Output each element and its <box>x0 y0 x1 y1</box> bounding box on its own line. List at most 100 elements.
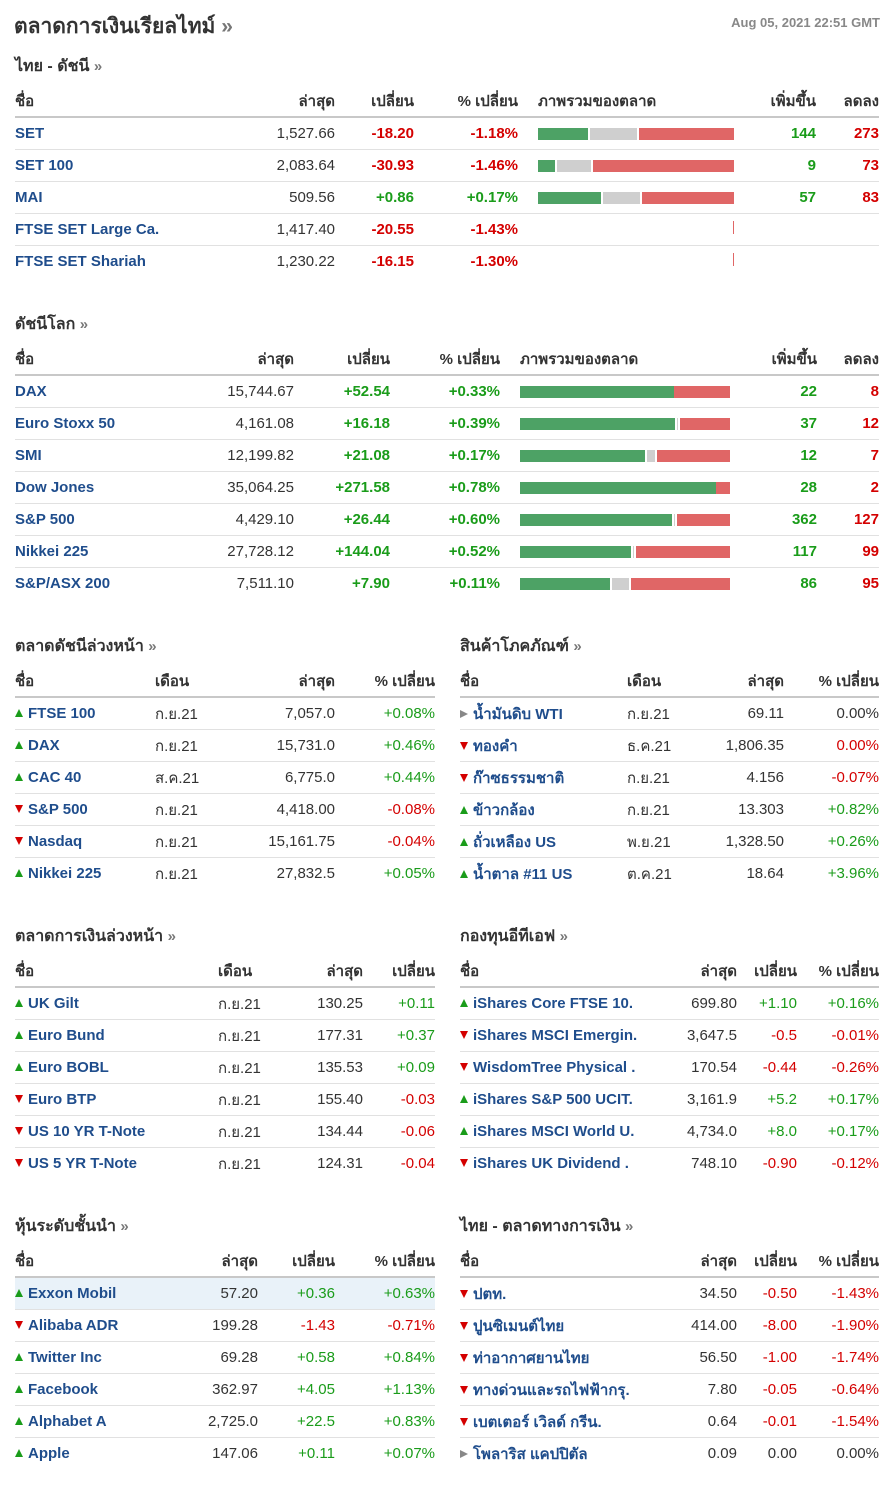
index-name-link[interactable]: S&P/ASX 200 <box>15 575 111 592</box>
instrument-name[interactable]: FTSE 100 <box>28 705 96 722</box>
col-name[interactable]: ชื่อ <box>460 956 655 988</box>
instrument-name[interactable]: ปูนซิเมนต์ไทย <box>473 1317 565 1335</box>
instrument-name[interactable]: Twitter Inc <box>28 1349 102 1366</box>
table-row[interactable]: iShares Core FTSE 10. 699.80 +1.10 +0.16% <box>460 987 879 1020</box>
instrument-name-link[interactable]: ท่าอากาศยานไทย <box>460 1341 655 1374</box>
page-title[interactable]: ตลาดการเงินเรียลไทม์ » <box>14 10 233 43</box>
index-name-link[interactable]: Dow Jones <box>15 471 160 504</box>
instrument-name-link[interactable]: WisdomTree Physical . <box>460 1051 655 1084</box>
col-change[interactable]: เปลี่ยน <box>294 344 390 376</box>
table-row[interactable]: Nikkei 225 27,728.12 +144.04 +0.52% 117 99 <box>15 535 879 568</box>
more-arrow-icon[interactable]: » <box>93 58 103 75</box>
instrument-name-link[interactable]: ทองคำ <box>460 729 627 762</box>
table-row[interactable]: ปูนซิเมนต์ไทย 414.00 -8.00 -1.90% <box>460 1309 879 1342</box>
instrument-name-link[interactable]: iShares MSCI Emergin. <box>460 1019 655 1052</box>
instrument-name-link[interactable]: ปูนซิเมนต์ไทย <box>460 1309 655 1342</box>
instrument-name-link[interactable]: DAX <box>15 729 155 762</box>
instrument-name-link[interactable]: US 5 YR T-Note <box>15 1148 218 1180</box>
table-row[interactable]: Euro BOBL ก.ย.21 135.53 +0.09 <box>15 1051 435 1084</box>
table-row[interactable]: CAC 40 ส.ค.21 6,775.0 +0.44% <box>15 761 435 794</box>
instrument-name-link[interactable]: Alphabet A <box>15 1405 170 1438</box>
table-row[interactable]: Nikkei 225 ก.ย.21 27,832.5 +0.05% <box>15 858 435 890</box>
col-change[interactable]: เปลี่ยน <box>335 86 414 118</box>
table-row[interactable]: Euro Bund ก.ย.21 177.31 +0.37 <box>15 1019 435 1052</box>
col-last[interactable]: ล่าสุด <box>235 666 335 698</box>
index-name-link[interactable]: SMI <box>15 439 160 472</box>
index-name-link[interactable]: FTSE SET Large Ca. <box>15 213 190 246</box>
more-arrow-icon[interactable]: » <box>625 1218 634 1235</box>
table-row[interactable]: SET 100 2,083.64 -30.93 -1.46% 9 73 <box>15 149 879 182</box>
instrument-name-link[interactable]: iShares UK Dividend . <box>460 1148 655 1180</box>
col-change[interactable]: เปลี่ยน <box>737 1246 797 1278</box>
instrument-name[interactable]: DAX <box>28 737 60 754</box>
section-title-text[interactable]: สินค้าโภคภัณฑ์ <box>460 638 569 655</box>
instrument-name[interactable]: น้ำตาล #11 US <box>473 865 573 883</box>
instrument-name[interactable]: iShares MSCI Emergin. <box>473 1027 638 1044</box>
table-row[interactable]: ทางด่วนและรถไฟฟ้ากรุ. 7.80 -0.05 -0.64% <box>460 1373 879 1406</box>
instrument-name-link[interactable]: iShares Core FTSE 10. <box>460 987 655 1020</box>
thai-indices-title[interactable]: ไทย - ดัชนี » <box>15 56 879 86</box>
table-row[interactable]: iShares UK Dividend . 748.10 -0.90 -0.12% <box>460 1148 879 1180</box>
instrument-name[interactable]: Euro BTP <box>28 1091 97 1108</box>
more-arrow-icon[interactable]: » <box>167 928 176 945</box>
instrument-name-link[interactable]: Euro BTP <box>15 1083 218 1116</box>
instrument-name[interactable]: ก๊าซธรรมชาติ <box>473 769 565 787</box>
index-name-link[interactable]: SET 100 <box>15 149 190 182</box>
table-row[interactable]: น้ำมันดิบ WTI ก.ย.21 69.11 0.00% <box>460 697 879 730</box>
instrument-name[interactable]: CAC 40 <box>28 769 82 786</box>
instrument-name-link[interactable]: Facebook <box>15 1373 170 1406</box>
table-row[interactable]: ทองคำ ธ.ค.21 1,806.35 0.00% <box>460 729 879 762</box>
table-row[interactable]: Euro BTP ก.ย.21 155.40 -0.03 <box>15 1083 435 1116</box>
table-row[interactable]: Facebook 362.97 +4.05 +1.13% <box>15 1373 435 1406</box>
table-row[interactable]: ถั่วเหลือง US พ.ย.21 1,328.50 +0.26% <box>460 825 879 858</box>
col-month[interactable]: เดือน <box>218 956 268 988</box>
col-last[interactable]: ล่าสุด <box>687 666 784 698</box>
col-name[interactable]: ชื่อ <box>460 1246 655 1278</box>
index-name-link[interactable]: Euro Stoxx 50 <box>15 407 160 440</box>
col-last[interactable]: ล่าสุด <box>170 1246 258 1278</box>
instrument-name-link[interactable]: ปตท. <box>460 1277 655 1310</box>
instrument-name-link[interactable]: Apple <box>15 1438 170 1470</box>
index-futures-title[interactable]: ตลาดดัชนีล่วงหน้า » <box>15 636 435 666</box>
instrument-name[interactable]: Apple <box>28 1445 70 1462</box>
instrument-name[interactable]: Euro Bund <box>28 1027 105 1044</box>
col-last[interactable]: ล่าสุด <box>160 344 294 376</box>
instrument-name-link[interactable]: โพลาริส แคปปิตัล <box>460 1438 655 1470</box>
instrument-name-link[interactable]: ข้าวกล้อง <box>460 793 627 826</box>
col-last[interactable]: ล่าสุด <box>268 956 363 988</box>
instrument-name[interactable]: Nikkei 225 <box>28 865 102 882</box>
instrument-name-link[interactable]: iShares S&P 500 UCIT. <box>460 1083 655 1116</box>
instrument-name-link[interactable]: Euro Bund <box>15 1019 218 1052</box>
instrument-name-link[interactable]: US 10 YR T-Note <box>15 1115 218 1148</box>
col-name[interactable]: ชื่อ <box>15 956 218 988</box>
instrument-name-link[interactable]: น้ำตาล #11 US <box>460 858 627 890</box>
col-last[interactable]: ล่าสุด <box>655 1246 737 1278</box>
world-indices-title[interactable]: ดัชนีโลก » <box>15 314 879 344</box>
col-month[interactable]: เดือน <box>155 666 235 698</box>
instrument-name[interactable]: Euro BOBL <box>28 1059 109 1076</box>
etfs-title[interactable]: กองทุนอีทีเอฟ » <box>460 926 879 956</box>
table-row[interactable]: น้ำตาล #11 US ต.ค.21 18.64 +3.96% <box>460 858 879 890</box>
col-change[interactable]: เปลี่ยน <box>737 956 797 988</box>
more-arrow-icon[interactable]: » <box>221 15 233 38</box>
col-name[interactable]: ชื่อ <box>15 86 190 118</box>
instrument-name[interactable]: Nasdaq <box>28 833 83 850</box>
table-row[interactable]: S&P/ASX 200 7,511.10 +7.90 +0.11% 86 95 <box>15 568 879 600</box>
table-row[interactable]: Apple 147.06 +0.11 +0.07% <box>15 1438 435 1470</box>
section-title-text[interactable]: ตลาดดัชนีล่วงหน้า <box>15 638 144 655</box>
table-row[interactable]: WisdomTree Physical . 170.54 -0.44 -0.26% <box>460 1051 879 1084</box>
table-row[interactable]: Alibaba ADR 199.28 -1.43 -0.71% <box>15 1309 435 1342</box>
col-last[interactable]: ล่าสุด <box>190 86 335 118</box>
section-title-text[interactable]: ตลาดการเงินล่วงหน้า <box>15 928 164 945</box>
instrument-name[interactable]: ทางด่วนและรถไฟฟ้ากรุ. <box>473 1381 630 1399</box>
table-row[interactable]: Twitter Inc 69.28 +0.58 +0.84% <box>15 1341 435 1374</box>
instrument-name[interactable]: iShares MSCI World U. <box>473 1123 635 1140</box>
table-row[interactable]: FTSE SET Large Ca. 1,417.40 -20.55 -1.43% <box>15 213 879 246</box>
table-row[interactable]: iShares MSCI World U. 4,734.0 +8.0 +0.17% <box>460 1115 879 1148</box>
instrument-name-link[interactable]: Alibaba ADR <box>15 1309 170 1342</box>
instrument-name-link[interactable]: น้ำมันดิบ WTI <box>460 697 627 730</box>
table-row[interactable]: Alphabet A 2,725.0 +22.5 +0.83% <box>15 1405 435 1438</box>
instrument-name[interactable]: US 5 YR T-Note <box>28 1155 137 1172</box>
instrument-name[interactable]: ทองคำ <box>473 737 518 755</box>
col-pct-change[interactable]: % เปลี่ยน <box>335 1246 435 1278</box>
